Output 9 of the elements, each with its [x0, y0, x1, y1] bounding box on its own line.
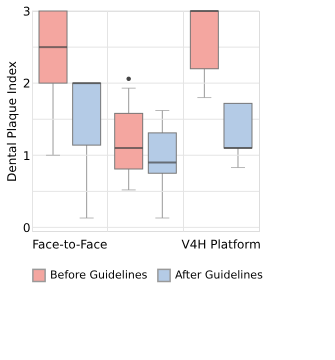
legend-label: Before Guidelines: [50, 268, 148, 282]
y-tick-label: 0: [22, 220, 30, 235]
y-tick-label: 1: [22, 148, 30, 163]
y-tick-label: 3: [22, 4, 30, 18]
y-axis-title: Dental Plaque Index: [4, 61, 19, 182]
x-tick-label: Face-to-Face: [32, 238, 108, 252]
legend-label: After Guidelines: [175, 268, 264, 282]
y-tick-label: 2: [22, 76, 30, 91]
x-tick-label: V4H Platform: [182, 238, 261, 252]
